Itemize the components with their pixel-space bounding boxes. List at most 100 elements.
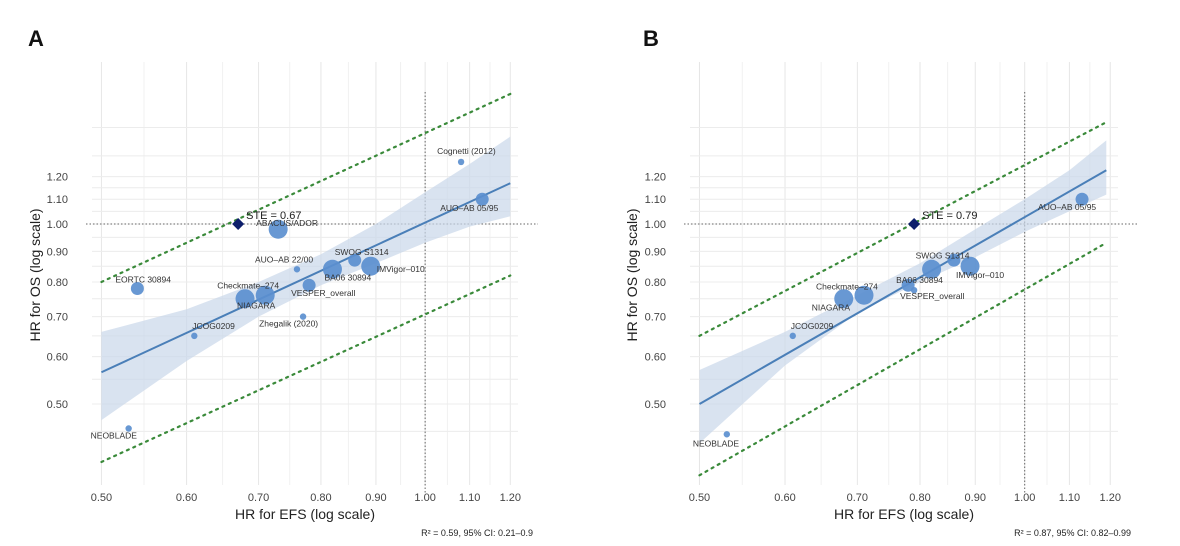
x-tick-label: 1.20 <box>500 492 521 504</box>
y-tick-label: 0.80 <box>645 277 666 289</box>
x-tick-label: 0.90 <box>965 492 986 504</box>
data-point <box>130 282 144 296</box>
y-tick-label: 0.80 <box>47 277 68 289</box>
panel-a: A R² = 0.59, 95% CI: 0.21–0.9 EORTC 3089… <box>27 26 538 538</box>
prediction-lower-line <box>100 274 512 464</box>
data-point <box>854 285 874 305</box>
point-label: BA06 30894 <box>324 272 371 282</box>
data-point <box>457 158 465 166</box>
y-tick-label: 0.70 <box>645 312 666 324</box>
point-label: SWOG S1314 <box>916 250 970 260</box>
data-point <box>723 431 731 438</box>
panel-b: B R² = 0.87, 95% CI: 0.82–0.99 JCOG0209 N… <box>624 26 1138 538</box>
data-point <box>322 259 342 279</box>
data-point <box>475 192 489 206</box>
point-label: NEOBLADE <box>91 431 138 441</box>
ste-label: STE = 0.79 <box>922 210 977 222</box>
data-point <box>293 266 301 273</box>
x-tick-label: 0.50 <box>689 492 710 504</box>
data-point <box>302 278 316 292</box>
y-tick-label: 0.50 <box>47 399 68 411</box>
point-label: Checkmate–274 <box>217 280 279 290</box>
ste-marker <box>232 218 245 230</box>
x-tick-label: 0.60 <box>176 492 197 504</box>
y-tick-label: 0.90 <box>645 246 666 258</box>
y-tick-label: 0.60 <box>645 352 666 364</box>
confidence-band <box>699 140 1107 444</box>
y-tick-label: 0.50 <box>645 399 666 411</box>
data-point <box>789 332 796 340</box>
data-point <box>348 253 362 267</box>
point-label: VESPER_overall <box>291 288 355 298</box>
point-label: JCOG0209 <box>192 321 235 331</box>
x-tick-label: 1.00 <box>414 492 435 504</box>
x-tick-label: 0.60 <box>774 492 795 504</box>
data-point <box>901 278 915 292</box>
y-tick-label: 1.00 <box>645 219 666 231</box>
ste-label: STE = 0.67 <box>246 210 301 222</box>
data-point <box>960 256 980 276</box>
y-axis-title: HR for OS (log scale) <box>624 208 640 341</box>
y-tick-label: 1.00 <box>47 219 68 231</box>
panel-b-caption: R² = 0.87, 95% CI: 0.82–0.99 <box>1014 528 1131 538</box>
data-point <box>125 425 132 432</box>
x-tick-label: 0.80 <box>310 492 331 504</box>
data-point <box>191 332 198 340</box>
point-label: Zhegalik (2020) <box>259 319 318 329</box>
point-label: IMVigor–010 <box>956 270 1004 280</box>
point-label: AUO–AB 05/95 <box>440 203 498 213</box>
x-axis-title: HR for EFS (log scale) <box>235 506 375 522</box>
x-tick-label: 1.10 <box>459 492 480 504</box>
point-label: Checkmate–274 <box>816 281 878 291</box>
plot-area <box>698 121 1108 477</box>
data-point <box>1075 192 1089 206</box>
point-label: AUO–AB 05/95 <box>1038 202 1096 212</box>
y-tick-label: 0.90 <box>47 246 68 258</box>
point-label: Cognetti (2012) <box>437 146 496 156</box>
point-label: ABACUS/ADOR <box>256 218 318 228</box>
x-tick-label: 0.80 <box>909 492 930 504</box>
plot-area <box>100 92 512 464</box>
point-label: EORTC 30894 <box>115 275 171 285</box>
point-label: NIAGARA <box>237 301 276 311</box>
y-axis-title: HR for OS (log scale) <box>27 208 43 341</box>
y-tick-label: 1.20 <box>645 172 666 184</box>
gridlines <box>690 62 1118 485</box>
y-tick-label: 1.10 <box>645 194 666 206</box>
x-tick-label: 0.50 <box>91 492 112 504</box>
point-label: IMVigor–010 <box>377 264 425 274</box>
x-tick-label: 0.70 <box>847 492 868 504</box>
prediction-lower-line <box>698 241 1108 477</box>
data-point <box>910 286 918 294</box>
point-label: NEOBLADE <box>693 438 740 448</box>
x-tick-label: 1.00 <box>1014 492 1035 504</box>
data-point <box>299 313 307 320</box>
data-point <box>361 256 381 276</box>
panel-a-caption: R² = 0.59, 95% CI: 0.21–0.9 <box>421 528 533 538</box>
data-point <box>922 259 942 279</box>
prediction-upper-line <box>698 121 1108 337</box>
ste-marker <box>908 218 921 230</box>
point-label: NIAGARA <box>812 303 851 313</box>
y-tick-label: 0.70 <box>47 312 68 324</box>
point-label: BA06 30894 <box>896 275 943 285</box>
prediction-upper-line <box>100 92 512 284</box>
panel-a-letter: A <box>28 26 44 51</box>
y-tick-label: 1.10 <box>47 194 68 206</box>
data-point <box>235 289 255 309</box>
y-tick-label: 0.60 <box>47 352 68 364</box>
x-tick-label: 1.10 <box>1059 492 1080 504</box>
point-label: VESPER_overall <box>900 291 964 301</box>
data-point <box>268 219 288 239</box>
point-label: JCOG0209 <box>791 321 834 331</box>
x-tick-label: 0.90 <box>365 492 386 504</box>
data-point <box>255 285 275 305</box>
x-axis-title: HR for EFS (log scale) <box>834 506 974 522</box>
data-point <box>834 289 854 309</box>
panel-b-letter: B <box>643 26 659 51</box>
y-tick-label: 1.20 <box>47 172 68 184</box>
point-label: SWOG S1314 <box>335 247 389 257</box>
x-tick-label: 0.70 <box>248 492 269 504</box>
x-tick-label: 1.20 <box>1100 492 1121 504</box>
